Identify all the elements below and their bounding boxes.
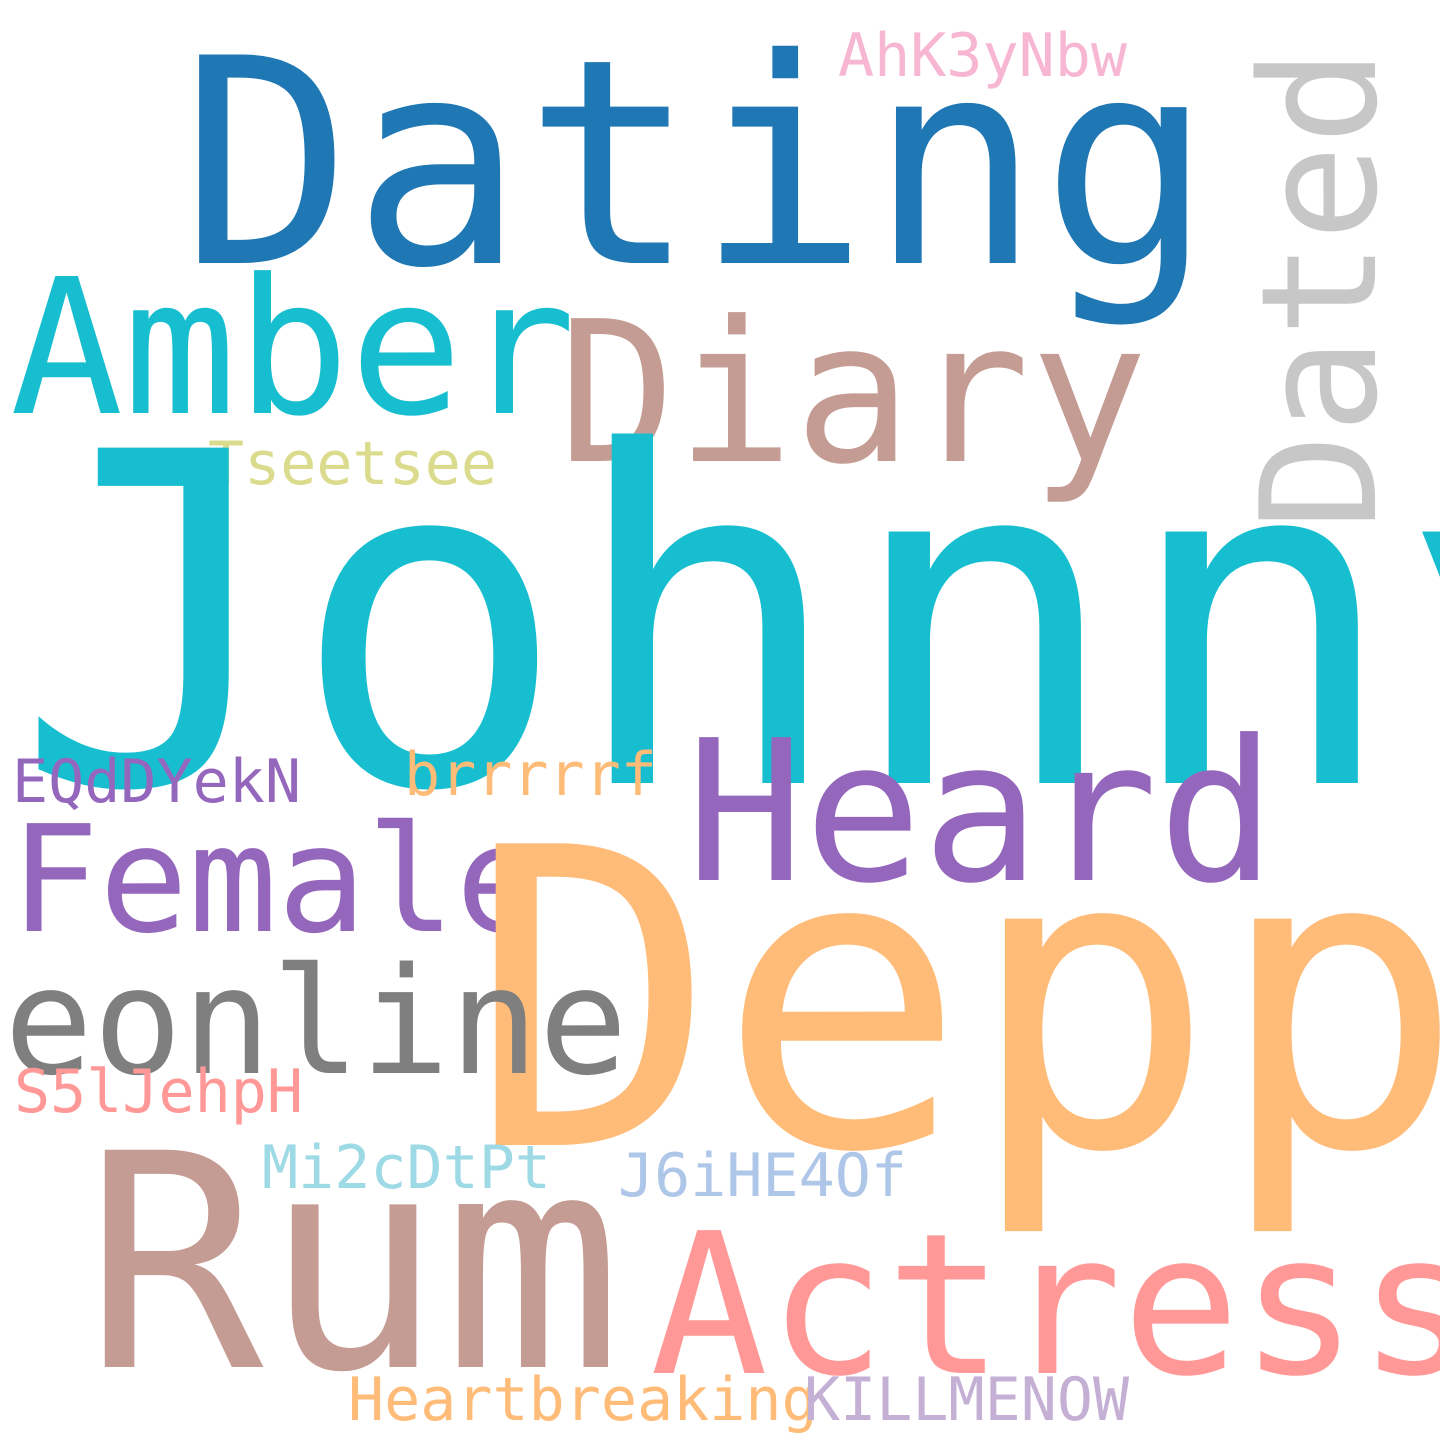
- word-heartbreaking: Heartbreaking: [348, 1365, 818, 1435]
- word-eonline: eonline: [4, 936, 628, 1108]
- word-female: Female: [10, 794, 545, 966]
- word-diary: Diary: [558, 280, 1149, 508]
- word-killmenow: KILLMENOW: [804, 1365, 1130, 1435]
- word-mi2cdtpt: Mi2cDtPt: [262, 1133, 551, 1203]
- word-amber: Amber: [10, 239, 576, 458]
- word-rum: Rum: [84, 1091, 623, 1438]
- word-s5ljehph: S5lJehpH: [14, 1057, 303, 1127]
- word-ahk3ynbw: AhK3yNbw: [838, 21, 1127, 91]
- word-eqddyekn: EQdDYekN: [12, 747, 301, 817]
- word-tseetsee: Tseetsee: [208, 429, 497, 499]
- word-dating: Dating: [180, 0, 1214, 331]
- word-johnny: Johnny: [14, 357, 1440, 892]
- word-actress: Actress: [650, 1192, 1440, 1420]
- word-depp: Depp: [468, 761, 1440, 1243]
- word-heard: Heard: [686, 699, 1277, 927]
- word-j6ihe4of: J6iHE4Of: [618, 1141, 907, 1211]
- word-brrrrrf: brrrrrf: [404, 740, 657, 810]
